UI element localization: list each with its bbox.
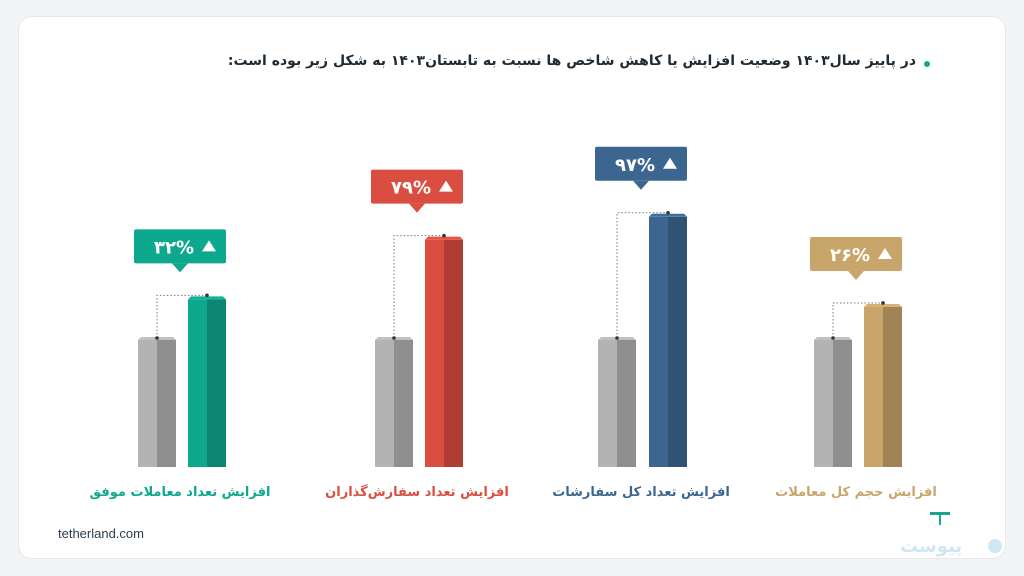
increase-arrow-icon-3 (878, 247, 892, 259)
callout-box-2 (595, 146, 687, 181)
callout-box-1 (371, 169, 463, 204)
connector-1 (393, 235, 444, 338)
callout-pointer-0 (172, 263, 188, 273)
change-bar-0-top (188, 296, 226, 300)
watermark-mark-stem (939, 515, 941, 525)
bullet-dot-icon (924, 61, 930, 67)
connector-dot-end-2 (666, 211, 670, 215)
category-label-1: افزایش تعداد سفارش‌گذاران (325, 484, 509, 500)
change-bar-3-top (864, 303, 902, 307)
callout-pointer-2 (633, 180, 649, 190)
callout-label-1: ۷۹% (391, 178, 431, 199)
category-label-2: افزایش تعداد کل سفارشات (552, 485, 730, 500)
baseline-bar-3-front (814, 340, 833, 467)
change-bar-2-top (649, 213, 687, 217)
connector-0 (156, 294, 207, 338)
increase-arrow-icon-0 (202, 240, 216, 252)
connector-dot-start-3 (831, 336, 835, 340)
change-bar-1-top (425, 236, 463, 240)
watermark-circle-icon (988, 539, 1002, 553)
change-bar-1-side (444, 239, 463, 467)
baseline-bar-2-side (617, 340, 636, 467)
increase-arrow-icon-2 (663, 157, 677, 169)
connector-dot-end-1 (442, 233, 446, 238)
callout-box-3 (810, 236, 902, 271)
change-bar-3-front (864, 306, 883, 467)
title-row: در پاییز سال۱۴۰۳ وضعیت افزایش یا کاهش شا… (116, 52, 930, 88)
connector-3 (832, 302, 883, 338)
callout-pointer-3 (848, 270, 864, 280)
category-label-0: افزایش تعداد معاملات موفق (90, 485, 271, 500)
baseline-bar-0-side (157, 340, 176, 467)
watermark-logo: پیوست (900, 536, 963, 557)
brand-site: tetherland.com (58, 526, 144, 541)
connector-dot-end-3 (881, 301, 885, 305)
connector-dot-start-2 (615, 336, 619, 340)
category-label-3: افزایش حجم کل معاملات (775, 485, 937, 500)
callout-label-2: ۹۷% (615, 155, 655, 176)
change-bar-0-front (188, 299, 207, 467)
baseline-bar-0-front (138, 340, 157, 467)
change-bar-2-front (649, 216, 668, 467)
connector-dot-end-0 (205, 293, 209, 298)
baseline-bar-2-front (598, 340, 617, 467)
baseline-bar-1-side (394, 340, 413, 467)
connector-dot-start-0 (155, 336, 159, 340)
chart-title: در پاییز سال۱۴۰۳ وضعیت افزایش یا کاهش شا… (227, 53, 916, 69)
change-bar-1-front (425, 239, 444, 467)
chart-card (18, 16, 1006, 559)
connector-dot-start-1 (392, 336, 396, 340)
baseline-bar-1-front (375, 340, 394, 467)
change-bar-3-side (883, 306, 902, 467)
callout-pointer-1 (409, 203, 425, 213)
change-bar-2-side (668, 216, 687, 467)
callout-box-0 (134, 229, 226, 264)
callout-label-0: ۳۲% (154, 237, 194, 258)
baseline-bar-3-side (833, 340, 852, 467)
callout-label-3: ۲۶% (830, 245, 870, 266)
watermark-mark-top (930, 512, 950, 515)
increase-arrow-icon-1 (439, 180, 453, 192)
change-bar-0-side (207, 299, 226, 467)
